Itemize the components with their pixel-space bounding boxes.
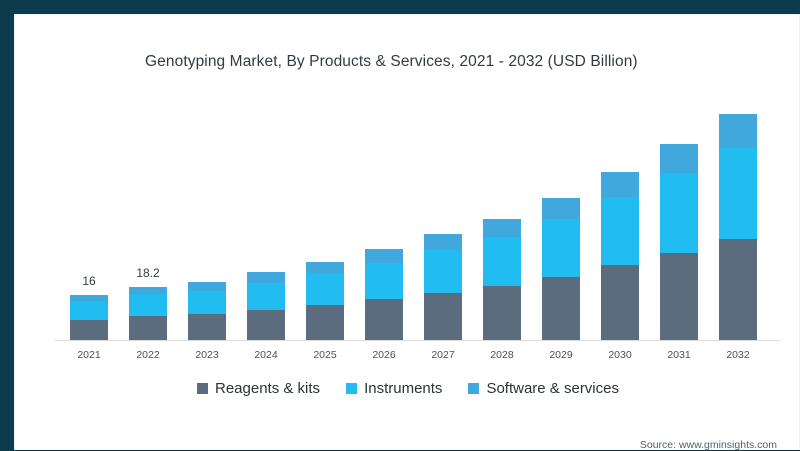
bar-value-label-2022: 18.2 (136, 266, 160, 280)
bar-segment-software-services (70, 295, 108, 301)
bar-segment-reagents-kits (188, 314, 226, 340)
bar-segment-instruments (247, 283, 285, 310)
legend-item-instruments[interactable]: Instruments (346, 380, 442, 397)
bar-segment-reagents-kits (365, 299, 403, 340)
bar-2022[interactable] (129, 287, 167, 340)
bar-segment-instruments (660, 173, 698, 253)
bar-segment-software-services (365, 249, 403, 263)
bar-segment-reagents-kits (424, 293, 462, 340)
bar-2030[interactable] (601, 172, 639, 340)
legend-swatch-reagents-kits (197, 383, 208, 394)
bar-segment-reagents-kits (129, 316, 167, 340)
bar-segment-software-services (542, 198, 580, 219)
bar-value-label-2021: 16 (82, 274, 96, 288)
bar-segment-instruments (188, 291, 226, 314)
bar-segment-software-services (719, 114, 757, 148)
bar-segment-instruments (365, 263, 403, 299)
bar-segment-reagents-kits (306, 305, 344, 340)
bar-segment-instruments (542, 219, 580, 277)
legend-item-software-services[interactable]: Software & services (468, 380, 619, 397)
bar-segment-reagents-kits (542, 277, 580, 340)
bar-segment-instruments (424, 250, 462, 293)
x-axis-line (55, 340, 780, 341)
bar-segment-reagents-kits (247, 310, 285, 340)
bar-segment-reagents-kits (601, 265, 639, 340)
bar-2025[interactable] (306, 262, 344, 340)
bar-segment-software-services (306, 262, 344, 274)
page-title: Genotyping Market, By Products & Service… (145, 53, 638, 70)
bar-2031[interactable] (660, 144, 698, 340)
x-axis-tick-2032: 2032 (726, 349, 750, 361)
bar-segment-reagents-kits (719, 239, 757, 340)
bar-2027[interactable] (424, 234, 462, 340)
bar-2021[interactable] (70, 295, 108, 340)
x-axis-tick-2026: 2026 (372, 349, 396, 361)
bar-segment-instruments (129, 294, 167, 316)
bar-segment-software-services (601, 172, 639, 197)
legend: Reagents & kits Instruments Software & ser… (15, 380, 800, 397)
x-axis-tick-2030: 2030 (608, 349, 632, 361)
bar-segment-instruments (70, 301, 108, 320)
source-attribution: Source: www.gminsights.com (639, 439, 777, 451)
x-axis-tick-2027: 2027 (431, 349, 455, 361)
legend-label-software-services: Software & services (486, 380, 619, 397)
bar-segment-instruments (601, 197, 639, 265)
bar-segment-software-services (129, 287, 167, 294)
bar-segment-reagents-kits (70, 320, 108, 340)
bar-2026[interactable] (365, 249, 403, 340)
bar-2023[interactable] (188, 282, 226, 340)
x-axis-tick-2031: 2031 (667, 349, 691, 361)
bar-segment-reagents-kits (660, 253, 698, 340)
bar-segment-software-services (660, 144, 698, 173)
bar-2028[interactable] (483, 219, 521, 340)
bar-2024[interactable] (247, 272, 285, 340)
bar-segment-software-services (188, 282, 226, 291)
legend-swatch-software-services (468, 383, 480, 394)
x-axis-tick-2023: 2023 (195, 349, 219, 361)
bar-2029[interactable] (542, 198, 580, 340)
bar-segment-software-services (424, 234, 462, 250)
bar-segment-software-services (483, 219, 521, 237)
legend-swatch-instruments (346, 383, 358, 394)
bar-segment-instruments (483, 237, 521, 286)
legend-label-instruments: Instruments (364, 380, 443, 397)
legend-item-reagents-kits[interactable]: Reagents & kits (197, 380, 320, 397)
x-axis-tick-2022: 2022 (136, 349, 160, 361)
bar-segment-instruments (719, 148, 757, 239)
x-axis-tick-2024: 2024 (254, 349, 278, 361)
bar-2032[interactable] (719, 114, 757, 340)
legend-label-reagents-kits: Reagents & kits (215, 380, 321, 397)
x-axis-tick-2025: 2025 (313, 349, 337, 361)
x-axis-tick-2021: 2021 (77, 349, 101, 361)
bar-segment-instruments (306, 274, 344, 305)
chart-canvas: Genotyping Market, By Products & Service… (14, 14, 800, 451)
x-axis-tick-2029: 2029 (549, 349, 573, 361)
x-axis-tick-2028: 2028 (490, 349, 514, 361)
bar-segment-reagents-kits (483, 286, 521, 340)
bar-segment-software-services (247, 272, 285, 283)
